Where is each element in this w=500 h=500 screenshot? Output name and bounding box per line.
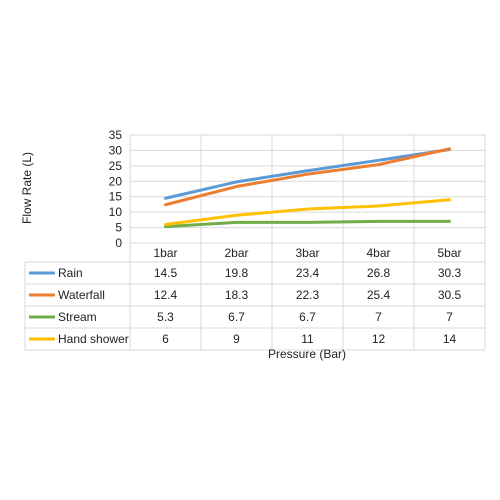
y-tick-label: 15	[109, 190, 123, 204]
y-tick-label: 10	[109, 205, 123, 219]
table-cell-value: 14	[443, 332, 457, 346]
legend-entry: Stream	[58, 310, 97, 324]
table-cell-value: 6.7	[299, 310, 316, 324]
x-tick-label: 2bar	[224, 246, 248, 260]
table-cell-value: 26.8	[367, 266, 391, 280]
legend-entry: Hand shower	[58, 332, 129, 346]
legend-entry: Waterfall	[58, 288, 105, 302]
table-cell-value: 11	[301, 332, 314, 346]
table-cell-value: 25.4	[367, 288, 391, 302]
series-line	[164, 148, 451, 200]
table-cell-value: 12.4	[154, 288, 178, 302]
table-cell-value: 9	[233, 332, 240, 346]
table-cell-value: 30.5	[438, 288, 462, 302]
x-tick-label: 3bar	[295, 246, 319, 260]
table-cell-value: 6.7	[228, 310, 245, 324]
data-table: 1bar 2bar 3bar 4bar 5bar Rain 14.5 19.8 23.4 26.8…	[24, 246, 485, 351]
table-cell-value: 7	[446, 310, 453, 324]
y-tick-label: 0	[115, 236, 122, 250]
table-cell-value: 14.5	[154, 266, 178, 280]
table-cell-value: 22.3	[296, 288, 320, 302]
table-cell-value: 6	[162, 332, 169, 346]
y-tick-label: 35	[109, 128, 123, 142]
x-tick-label: 4bar	[366, 246, 390, 260]
table-cell-value: 23.4	[296, 266, 320, 280]
y-tick-label: 25	[109, 159, 123, 173]
x-tick-label: 5bar	[437, 246, 461, 260]
y-tick-label: 30	[109, 143, 123, 157]
table-cell-value: 7	[375, 310, 382, 324]
x-tick-label: 1bar	[153, 246, 177, 260]
table-cell-value: 12	[372, 332, 386, 346]
y-axis-label: Flow Rate (L)	[20, 152, 34, 224]
series-line	[164, 147, 451, 207]
y-tick-label: 20	[109, 174, 123, 188]
table-cell-value: 19.8	[225, 266, 249, 280]
legend-entry: Rain	[58, 266, 83, 280]
series-line	[164, 198, 451, 226]
series-line	[164, 219, 451, 229]
y-tick-label: 5	[115, 221, 122, 235]
table-cell-value: 30.3	[438, 266, 462, 280]
x-axis-label: Pressure (Bar)	[268, 347, 346, 361]
series-lines	[164, 147, 451, 229]
table-cell-value: 18.3	[225, 288, 249, 302]
table-cell-value: 5.3	[157, 310, 174, 324]
